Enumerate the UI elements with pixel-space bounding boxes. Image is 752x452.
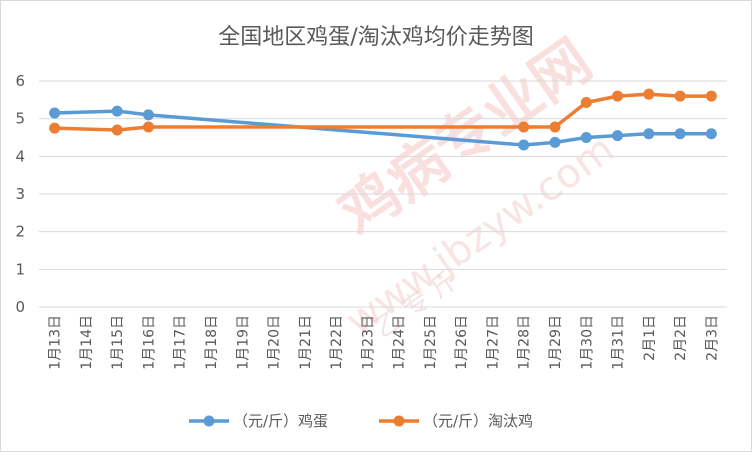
data-point-1 [518, 121, 530, 133]
data-point-0 [518, 139, 530, 151]
x-category-label: 1月30日 [579, 315, 595, 370]
data-point-0 [580, 132, 592, 143]
series-line-0 [52, 109, 714, 147]
data-point-1 [580, 96, 592, 108]
x-category-label: 2月3日 [704, 315, 720, 361]
series-line-1 [52, 92, 714, 132]
data-point-1 [705, 90, 717, 102]
legend-swatch-marker-0 [203, 415, 215, 427]
y-tick-label: 3 [15, 185, 25, 203]
x-category-label: 1月28日 [517, 315, 533, 370]
gridlines [39, 80, 727, 308]
x-category-label: 1月20日 [267, 315, 283, 370]
series-lines [49, 88, 717, 151]
y-tick-label: 0 [15, 298, 25, 316]
watermark-brand-text: 鸡病专业网 [327, 26, 604, 248]
legend-swatch-marker-1 [393, 415, 405, 427]
x-category-label: 2月1日 [642, 315, 658, 361]
x-category-label: 1月15日 [110, 315, 126, 370]
x-axis-categories: 1月13日 1月14日 1月15日 1月16日 1月17日 1月18日 1月19日 1月20日… [48, 315, 721, 370]
x-category-label: 1月16日 [141, 315, 157, 370]
x-category-label: 1月14日 [79, 315, 95, 370]
data-point-1 [643, 88, 655, 100]
y-tick-label: 6 [15, 72, 25, 90]
legend-label: （元/斤）鸡蛋 [233, 412, 328, 430]
y-tick-label: 4 [15, 147, 25, 165]
chart-title: 全国地区鸡蛋/淘汰鸡均价走势图 [218, 25, 533, 50]
data-point-0 [549, 136, 561, 148]
y-tick-label: 5 [15, 110, 25, 128]
x-category-label: 1月18日 [204, 315, 220, 370]
y-tick-label: 1 [15, 260, 25, 278]
x-category-label: 1月24日 [392, 315, 408, 370]
x-category-label: 1月22日 [329, 315, 345, 370]
x-category-label: 1月19日 [235, 315, 251, 370]
data-point-0 [643, 128, 655, 140]
data-point-1 [142, 121, 154, 133]
x-category-label: 1月13日 [48, 315, 64, 370]
x-category-label: 1月27日 [485, 315, 501, 370]
data-point-0 [705, 128, 717, 140]
data-point-0 [674, 128, 686, 140]
y-tick-label: 2 [15, 223, 25, 241]
data-point-1 [111, 124, 123, 136]
legend: （元/斤）鸡蛋 （元/斤）淘汰鸡 [189, 412, 533, 430]
data-point-0 [142, 109, 154, 121]
x-category-label: 1月29日 [548, 315, 564, 370]
data-point-1 [674, 90, 686, 102]
x-category-label: 1月26日 [454, 315, 470, 370]
data-point-1 [49, 122, 61, 134]
x-category-label: 1月31日 [611, 315, 627, 370]
data-point-0 [49, 107, 61, 119]
data-point-0 [111, 105, 123, 117]
x-category-label: 1月23日 [360, 315, 376, 370]
y-axis-ticks: 0 1 2 3 4 5 6 [15, 72, 25, 316]
data-point-0 [612, 130, 624, 142]
x-category-label: 2月2日 [673, 315, 689, 361]
data-point-1 [612, 90, 624, 102]
x-category-label: 1月17日 [173, 315, 189, 370]
watermark: 鸡病专业网 www.jbzyw.com 乙 专 斤 [327, 26, 623, 345]
x-category-label: 1月25日 [423, 315, 439, 370]
legend-label: （元/斤）淘汰鸡 [423, 412, 533, 430]
x-category-label: 1月21日 [298, 315, 314, 370]
data-point-1 [549, 121, 561, 133]
